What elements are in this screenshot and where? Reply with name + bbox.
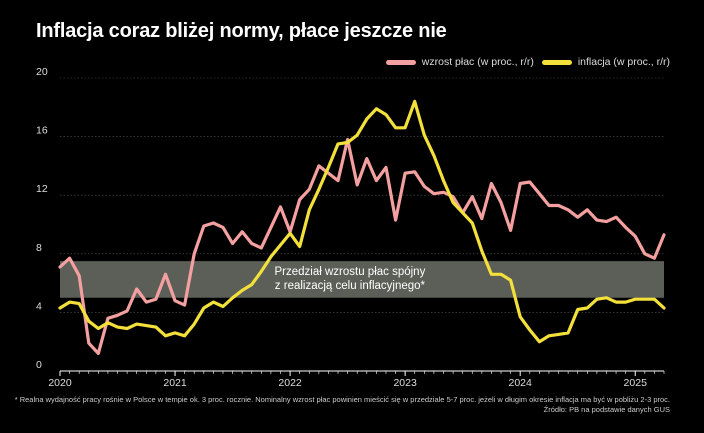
y-tick-label: 12 <box>36 183 48 195</box>
footnote: * Realna wydajność pracy rośnie w Polsce… <box>15 395 670 414</box>
x-tick-label: 2020 <box>48 377 72 389</box>
inflation-line <box>58 99 666 344</box>
legend-item-wages: wzrost płac (w proc., r/r) <box>385 56 534 68</box>
legend-label-inflation: inflacja (w proc., r/r) <box>577 56 670 68</box>
target-band: Przedział wzrostu płac spójny z realizacj… <box>60 261 664 298</box>
chart-title: Inflacja coraz bliżej normy, płace jeszc… <box>36 20 447 42</box>
legend-swatch-inflation <box>541 59 572 65</box>
wage-growth-line <box>58 137 666 355</box>
band-label-line1: Przedział wzrostu płac spójny <box>274 266 425 278</box>
band-label-line2: z realizacją celu inflacyjnego* <box>275 280 426 292</box>
y-tick-label: 20 <box>36 66 48 78</box>
target-band-rect <box>60 261 664 298</box>
y-tick-label: 8 <box>36 242 42 254</box>
legend-item-inflation: inflacja (w proc., r/r) <box>541 56 670 68</box>
legend: wzrost płac (w proc., r/r) inflacja (w p… <box>385 56 670 68</box>
footnote-text: * Realna wydajność pracy rośnie w Polsce… <box>14 395 670 404</box>
y-tick-label: 4 <box>36 300 42 312</box>
series-lines <box>58 99 666 355</box>
grid <box>60 77 664 313</box>
x-tick-label: 2025 <box>624 377 648 389</box>
source-text: Źródło: PB na podstawie danych GUS <box>543 404 670 414</box>
y-tick-label: 16 <box>36 125 48 137</box>
x-tick-label: 2023 <box>393 377 417 389</box>
x-tick-label: 2024 <box>509 377 533 389</box>
x-tick-label: 2021 <box>163 377 187 389</box>
legend-label-wages: wzrost płac (w proc., r/r) <box>421 56 534 68</box>
x-tick-label: 2022 <box>278 377 302 389</box>
legend-swatch-wages <box>385 59 416 65</box>
y-tick-label: 0 <box>36 359 42 371</box>
